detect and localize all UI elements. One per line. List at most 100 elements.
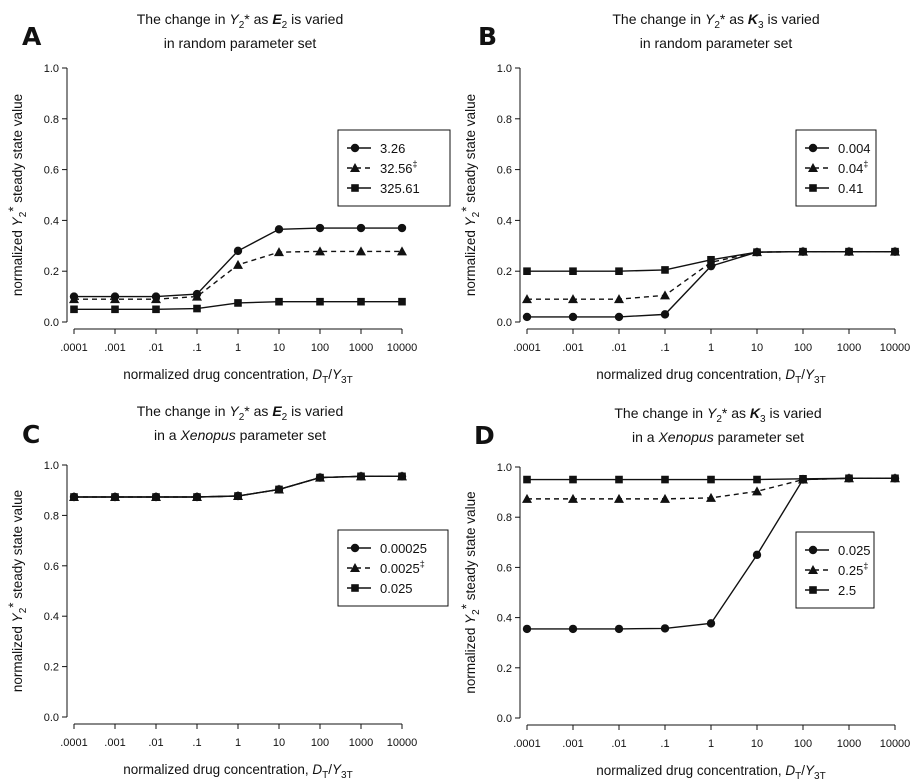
y-tick-label: 0.4	[497, 613, 512, 625]
data-point	[398, 472, 406, 481]
x-tick-label: .01	[611, 738, 626, 750]
y-tick-label: 0.6	[497, 562, 512, 574]
data-point	[568, 294, 578, 304]
y-tick-label: 1.0	[497, 462, 512, 474]
x-tick-label: 1000	[837, 342, 861, 354]
y-tick-label: 0.6	[497, 165, 512, 177]
chart-title: The change in Y2* as K3 is varied	[614, 405, 821, 425]
data-point	[891, 247, 899, 256]
data-point	[397, 223, 407, 233]
panel-b: B The change in Y2* as K3 is varied in ran…	[459, 11, 910, 386]
x-axis-label: normalized drug concentration, DT/Y3T	[123, 762, 352, 780]
data-point	[615, 475, 623, 484]
legend-label: 2.5	[838, 583, 856, 598]
x-tick-label: .01	[148, 342, 163, 354]
x-tick-label: 1000	[349, 342, 373, 354]
panel-a: A The change in Y2* as E2 is varied in ran…	[6, 11, 451, 386]
x-axis-label: normalized drug concentration, DT/Y3T	[596, 763, 825, 780]
data-point	[315, 246, 325, 256]
x-tick-label: .01	[611, 342, 626, 354]
y-axis-label: normalized Y2* steady state value	[459, 491, 482, 693]
data-point	[523, 475, 531, 484]
y-tick-label: 1.0	[497, 63, 512, 75]
data-point	[193, 493, 201, 501]
data-point	[568, 493, 578, 503]
x-tick-label: 10	[273, 342, 285, 354]
x-tick-label: 1	[708, 342, 714, 354]
x-tick-label: 100	[794, 342, 812, 354]
data-point	[707, 255, 715, 264]
data-point	[707, 475, 715, 484]
data-point	[315, 223, 325, 233]
panel-letter: B	[478, 22, 497, 51]
x-tick-label: .1	[192, 737, 201, 749]
y-tick-label: 0.4	[44, 611, 59, 623]
data-point	[398, 297, 406, 306]
y-tick-label: 0.0	[497, 317, 512, 329]
legend-box	[337, 129, 451, 207]
panel-letter: C	[22, 420, 40, 449]
x-tick-label: .0001	[513, 738, 541, 750]
legend: 0.004 0.04‡ 0.41	[795, 129, 877, 207]
legend-marker	[351, 184, 359, 192]
legend: 3.26 32.56‡ 325.61	[337, 129, 451, 207]
legend-label: 0.00025	[380, 541, 427, 556]
y-tick-label: 0.0	[497, 713, 512, 725]
legend-marker	[809, 586, 817, 594]
data-point	[152, 305, 160, 314]
legend-marker	[350, 163, 360, 172]
y-tick-label: 0.4	[497, 215, 512, 227]
panel-letter: D	[474, 421, 495, 450]
x-tick-label: 10	[273, 737, 285, 749]
panel-letter: A	[22, 22, 42, 51]
data-point	[233, 246, 243, 256]
x-tick-label: .0001	[60, 737, 88, 749]
data-point	[274, 225, 284, 234]
legend-marker	[350, 543, 360, 553]
x-axis-label: normalized drug concentration, DT/Y3T	[596, 367, 825, 386]
x-tick-label: 10000	[880, 342, 911, 354]
x-tick-label: .001	[104, 737, 125, 749]
data-point	[275, 485, 283, 494]
data-point	[274, 247, 284, 257]
y-tick-label: 0.2	[44, 266, 59, 278]
data-point	[69, 294, 79, 304]
data-point	[193, 304, 201, 313]
y-tick-label: 0.2	[497, 266, 512, 278]
chart-title: The change in Y2* as E2 is varied	[137, 11, 344, 31]
y-tick-label: 0.8	[44, 510, 59, 522]
data-point	[614, 294, 624, 304]
x-tick-label: .001	[104, 342, 125, 354]
y-axis-label: normalized Y2* steady state value	[459, 94, 482, 296]
data-point	[275, 297, 283, 306]
data-point	[397, 246, 407, 256]
series-line	[74, 250, 402, 300]
data-point	[660, 493, 670, 503]
series-2	[69, 246, 407, 304]
x-tick-label: 10000	[387, 342, 418, 354]
x-tick-label: .001	[562, 738, 583, 750]
chart-subtitle: in random parameter set	[164, 35, 317, 51]
data-point	[706, 492, 716, 502]
chart-subtitle: in a Xenopus parameter set	[632, 429, 804, 445]
data-point	[357, 297, 365, 306]
series-3	[70, 472, 406, 501]
x-tick-label: 1000	[349, 737, 373, 749]
y-tick-label: 0.8	[44, 114, 59, 126]
legend-marker	[808, 565, 818, 574]
y-tick-label: 1.0	[44, 63, 59, 75]
y-tick-label: 0.4	[44, 215, 59, 227]
legend-label: 0.04‡	[838, 159, 868, 176]
data-point	[660, 290, 670, 300]
x-tick-label: 1	[235, 737, 241, 749]
data-point	[151, 294, 161, 304]
series-2	[522, 246, 900, 304]
legend-marker	[350, 143, 360, 153]
legend-marker	[808, 143, 818, 153]
data-point	[661, 266, 669, 274]
y-tick-label: 0.8	[497, 114, 512, 126]
legend-label: 0.004	[838, 141, 871, 156]
y-tick-label: 1.0	[44, 460, 59, 472]
